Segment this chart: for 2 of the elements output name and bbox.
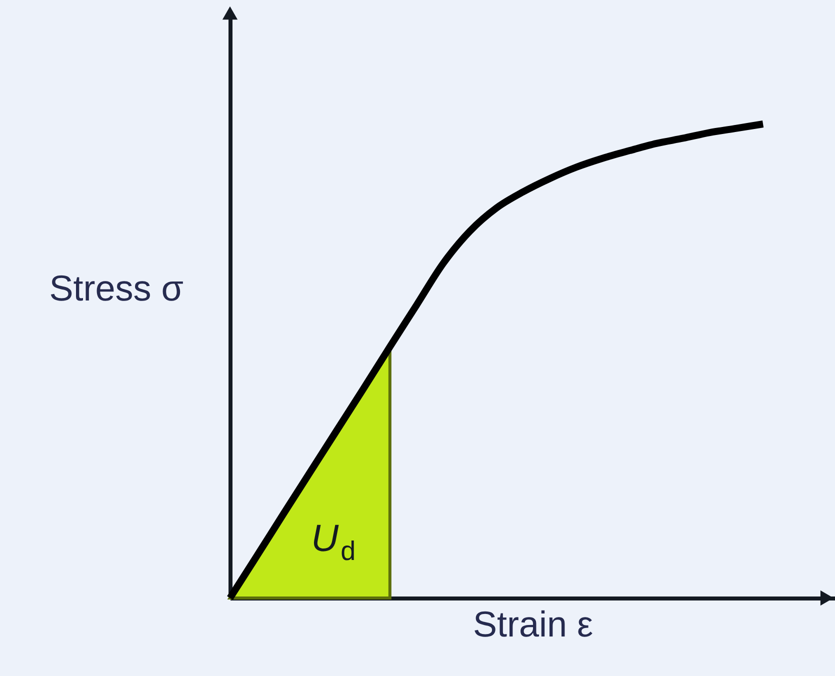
x-axis-title: Strain ε (472, 604, 594, 644)
y-axis-title: Stress σ (49, 268, 184, 309)
